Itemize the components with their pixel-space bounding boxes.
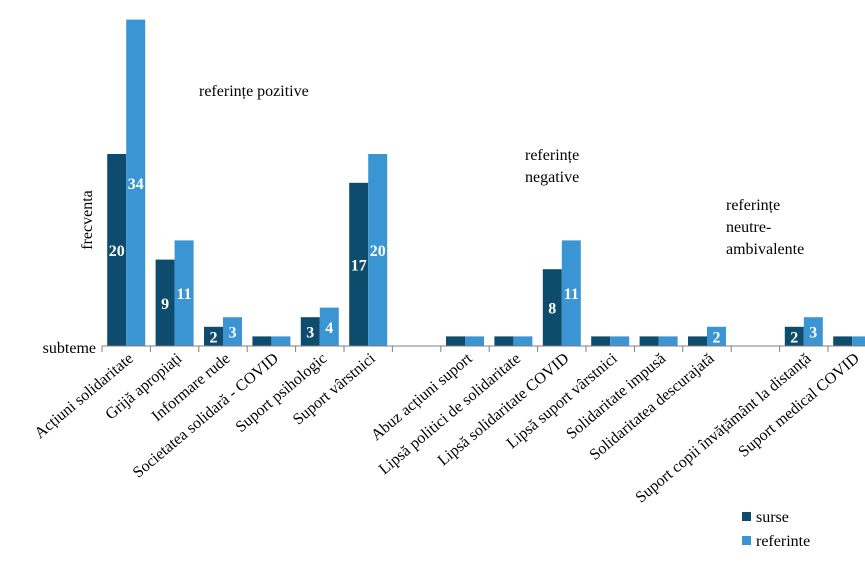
x-axis-label: subteme [43, 340, 96, 357]
data-label: 20 [109, 243, 125, 260]
legend-swatch-referinte [742, 536, 751, 545]
bar-surse [252, 336, 272, 346]
data-label: 34 [128, 176, 144, 193]
annotation-text: referințe [726, 197, 780, 214]
bar-referinte [803, 317, 823, 346]
y-axis-label: frecventa [79, 190, 96, 250]
bar-surse [204, 326, 223, 346]
bar-surse [591, 336, 611, 346]
legend: surse referinte [742, 509, 810, 550]
annotations-group: referințe pozitive referințe negative refer… [199, 83, 804, 258]
data-label: 3 [809, 325, 817, 342]
annotation-text: referințe [525, 147, 579, 164]
bar-surse [639, 336, 659, 346]
legend-label-surse: surse [756, 509, 789, 526]
bar-referinte [126, 19, 146, 346]
bar-surse [494, 336, 514, 346]
data-label: 3 [306, 325, 314, 342]
bar-referinte [271, 336, 291, 346]
bar-surse [349, 182, 369, 346]
bar-surse [155, 259, 175, 346]
bar-surse [784, 326, 804, 346]
bars-group [107, 19, 865, 346]
bar-surse [688, 336, 707, 346]
bar-referinte [223, 317, 242, 346]
annotation-text: neutre- [726, 219, 771, 236]
bar-referinte [561, 240, 581, 346]
data-label: 2 [790, 329, 798, 346]
data-label: 11 [177, 286, 192, 303]
bar-referinte [610, 336, 630, 346]
legend-swatch-surse [742, 512, 751, 521]
bar-referinte [465, 336, 484, 346]
data-label: 9 [161, 296, 169, 313]
annotation-text: referințe pozitive [199, 83, 309, 100]
bar-surse [542, 269, 562, 346]
bar-surse [107, 154, 127, 346]
data-label: 17 [351, 257, 367, 274]
annotation-text: ambivalente [726, 241, 804, 258]
bar-referinte [658, 336, 678, 346]
bar-referinte [174, 240, 194, 346]
data-label: 20 [370, 243, 386, 260]
data-label: 4 [325, 320, 333, 337]
data-label: 11 [564, 286, 579, 303]
data-label: 2 [713, 329, 721, 346]
bar-referinte [852, 336, 865, 346]
legend-label-referinte: referinte [756, 533, 810, 550]
bar-referinte [368, 154, 388, 346]
bar-surse [300, 317, 320, 346]
bar-referinte [319, 307, 339, 346]
bar-surse [446, 336, 465, 346]
x-ticks-group [101, 346, 829, 352]
bar-referinte [513, 336, 533, 346]
annotation-text: negative [525, 169, 579, 186]
data-label: 8 [548, 301, 556, 318]
data-label: 2 [210, 329, 218, 346]
data-label: 3 [229, 325, 237, 342]
x-tick-label: Suport vârstnici [290, 350, 379, 429]
bar-referinte [707, 326, 726, 346]
bar-surse [833, 336, 853, 346]
x-tick-label: Suport copii învățământ la distanță [633, 350, 815, 506]
